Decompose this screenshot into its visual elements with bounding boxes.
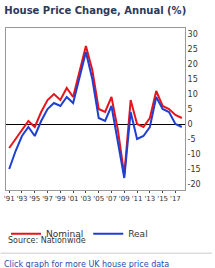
svg-text:Real: Real xyxy=(128,229,147,239)
svg-text:15: 15 xyxy=(188,75,198,84)
svg-text:'11: '11 xyxy=(132,195,143,203)
svg-text:'05: '05 xyxy=(93,195,104,203)
svg-text:'95: '95 xyxy=(29,195,40,203)
svg-text:'17: '17 xyxy=(170,195,181,203)
svg-text:Nominal: Nominal xyxy=(46,229,83,239)
svg-text:'03: '03 xyxy=(80,195,91,203)
svg-text:'97: '97 xyxy=(42,195,53,203)
svg-text:'07: '07 xyxy=(106,195,117,203)
svg-text:'93: '93 xyxy=(17,195,28,203)
svg-text:'99: '99 xyxy=(55,195,66,203)
svg-text:-10: -10 xyxy=(188,150,201,159)
svg-text:'15: '15 xyxy=(157,195,168,203)
svg-text:-15: -15 xyxy=(188,165,201,174)
svg-text:'01: '01 xyxy=(68,195,79,203)
svg-text:Source: Nationwide: Source: Nationwide xyxy=(8,236,86,245)
svg-text:'13: '13 xyxy=(144,195,155,203)
svg-text:0: 0 xyxy=(188,120,193,129)
svg-text:House Price Change, Annual (%): House Price Change, Annual (%) xyxy=(4,5,186,16)
svg-text:30: 30 xyxy=(188,30,198,39)
svg-text:'09: '09 xyxy=(119,195,130,203)
svg-text:Click graph for more UK house: Click graph for more UK house price data xyxy=(4,260,169,268)
svg-text:20: 20 xyxy=(188,60,198,69)
svg-text:'91: '91 xyxy=(4,195,15,203)
svg-text:25: 25 xyxy=(188,45,198,54)
svg-text:-20: -20 xyxy=(188,180,201,189)
svg-text:-5: -5 xyxy=(188,135,196,144)
svg-text:5: 5 xyxy=(188,105,193,114)
svg-text:10: 10 xyxy=(188,90,198,99)
